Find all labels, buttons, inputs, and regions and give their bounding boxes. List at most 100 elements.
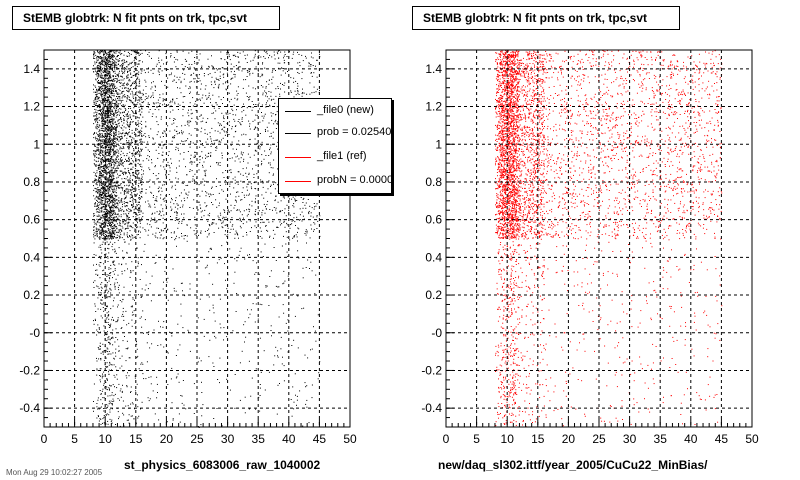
data-point [107, 198, 109, 200]
data-point [129, 125, 131, 127]
data-point [158, 71, 160, 73]
data-point [222, 216, 224, 218]
data-point [201, 151, 203, 153]
data-point [111, 111, 113, 113]
data-point [259, 121, 261, 123]
data-point [193, 81, 195, 83]
data-point [283, 62, 285, 64]
data-point [118, 72, 120, 74]
data-point [217, 122, 219, 124]
data-point [141, 189, 143, 191]
data-point [191, 170, 193, 172]
data-point [114, 226, 116, 228]
data-point [134, 140, 136, 142]
data-point [108, 51, 110, 53]
data-point [246, 194, 248, 196]
data-point [120, 82, 122, 84]
data-point [110, 102, 111, 104]
data-point [130, 142, 132, 144]
data-point [114, 70, 116, 72]
data-point [172, 98, 174, 100]
data-point [112, 200, 114, 202]
data-point [152, 81, 154, 83]
data-point [159, 210, 161, 212]
data-point [96, 205, 98, 207]
data-point [227, 144, 228, 146]
data-point [105, 234, 107, 235]
data-point [148, 180, 150, 182]
data-point [211, 127, 213, 129]
data-point [103, 187, 105, 188]
data-point [307, 199, 309, 200]
data-point [173, 203, 175, 205]
data-point [111, 64, 112, 66]
data-point [127, 180, 129, 182]
data-point [125, 132, 127, 134]
data-point [122, 165, 124, 167]
data-point [104, 156, 106, 158]
data-point [138, 99, 140, 101]
data-point [111, 201, 113, 203]
data-point [130, 107, 132, 109]
data-point [98, 90, 100, 92]
data-point [109, 117, 111, 119]
data-point [109, 212, 111, 214]
data-point [114, 88, 116, 89]
data-point [218, 162, 219, 164]
data-point [310, 212, 312, 214]
data-point [249, 123, 251, 125]
data-point [156, 178, 158, 180]
data-point [258, 102, 260, 104]
data-point [175, 237, 177, 239]
data-point [103, 161, 104, 163]
data-point [111, 194, 113, 196]
data-point [174, 184, 176, 186]
data-point [114, 100, 116, 101]
data-point [207, 220, 209, 222]
data-point [135, 194, 137, 196]
data-point [291, 57, 293, 59]
data-point [247, 183, 249, 185]
data-point [118, 200, 120, 202]
data-point [211, 112, 213, 114]
data-point [136, 50, 138, 52]
data-point [114, 216, 116, 218]
data-point [105, 216, 107, 217]
data-point [95, 127, 97, 129]
data-point [269, 105, 271, 107]
data-point [117, 98, 118, 99]
data-point [155, 165, 156, 167]
data-point [139, 132, 141, 134]
data-point [207, 118, 209, 120]
data-point [112, 61, 113, 63]
data-point [258, 210, 260, 212]
data-point [95, 179, 97, 181]
data-point [116, 138, 118, 140]
data-point [112, 139, 114, 141]
data-point [106, 108, 108, 110]
data-point [96, 128, 98, 130]
data-point [95, 145, 97, 147]
data-point [253, 154, 255, 156]
data-point [133, 199, 135, 201]
data-point [310, 56, 312, 58]
data-point [278, 50, 279, 52]
data-point [103, 234, 104, 236]
data-point [215, 68, 217, 70]
data-point [192, 97, 194, 99]
data-point [233, 66, 235, 68]
data-point [97, 136, 99, 137]
data-point [113, 132, 115, 134]
data-point [247, 153, 249, 155]
data-point [101, 50, 103, 52]
data-point [117, 59, 119, 61]
data-point [184, 96, 186, 97]
data-point [105, 158, 107, 160]
data-point [170, 105, 172, 107]
data-point [130, 121, 131, 123]
data-point [107, 88, 109, 90]
data-point [95, 96, 96, 98]
data-point [140, 104, 142, 106]
data-point [221, 112, 223, 114]
data-point [126, 66, 128, 68]
